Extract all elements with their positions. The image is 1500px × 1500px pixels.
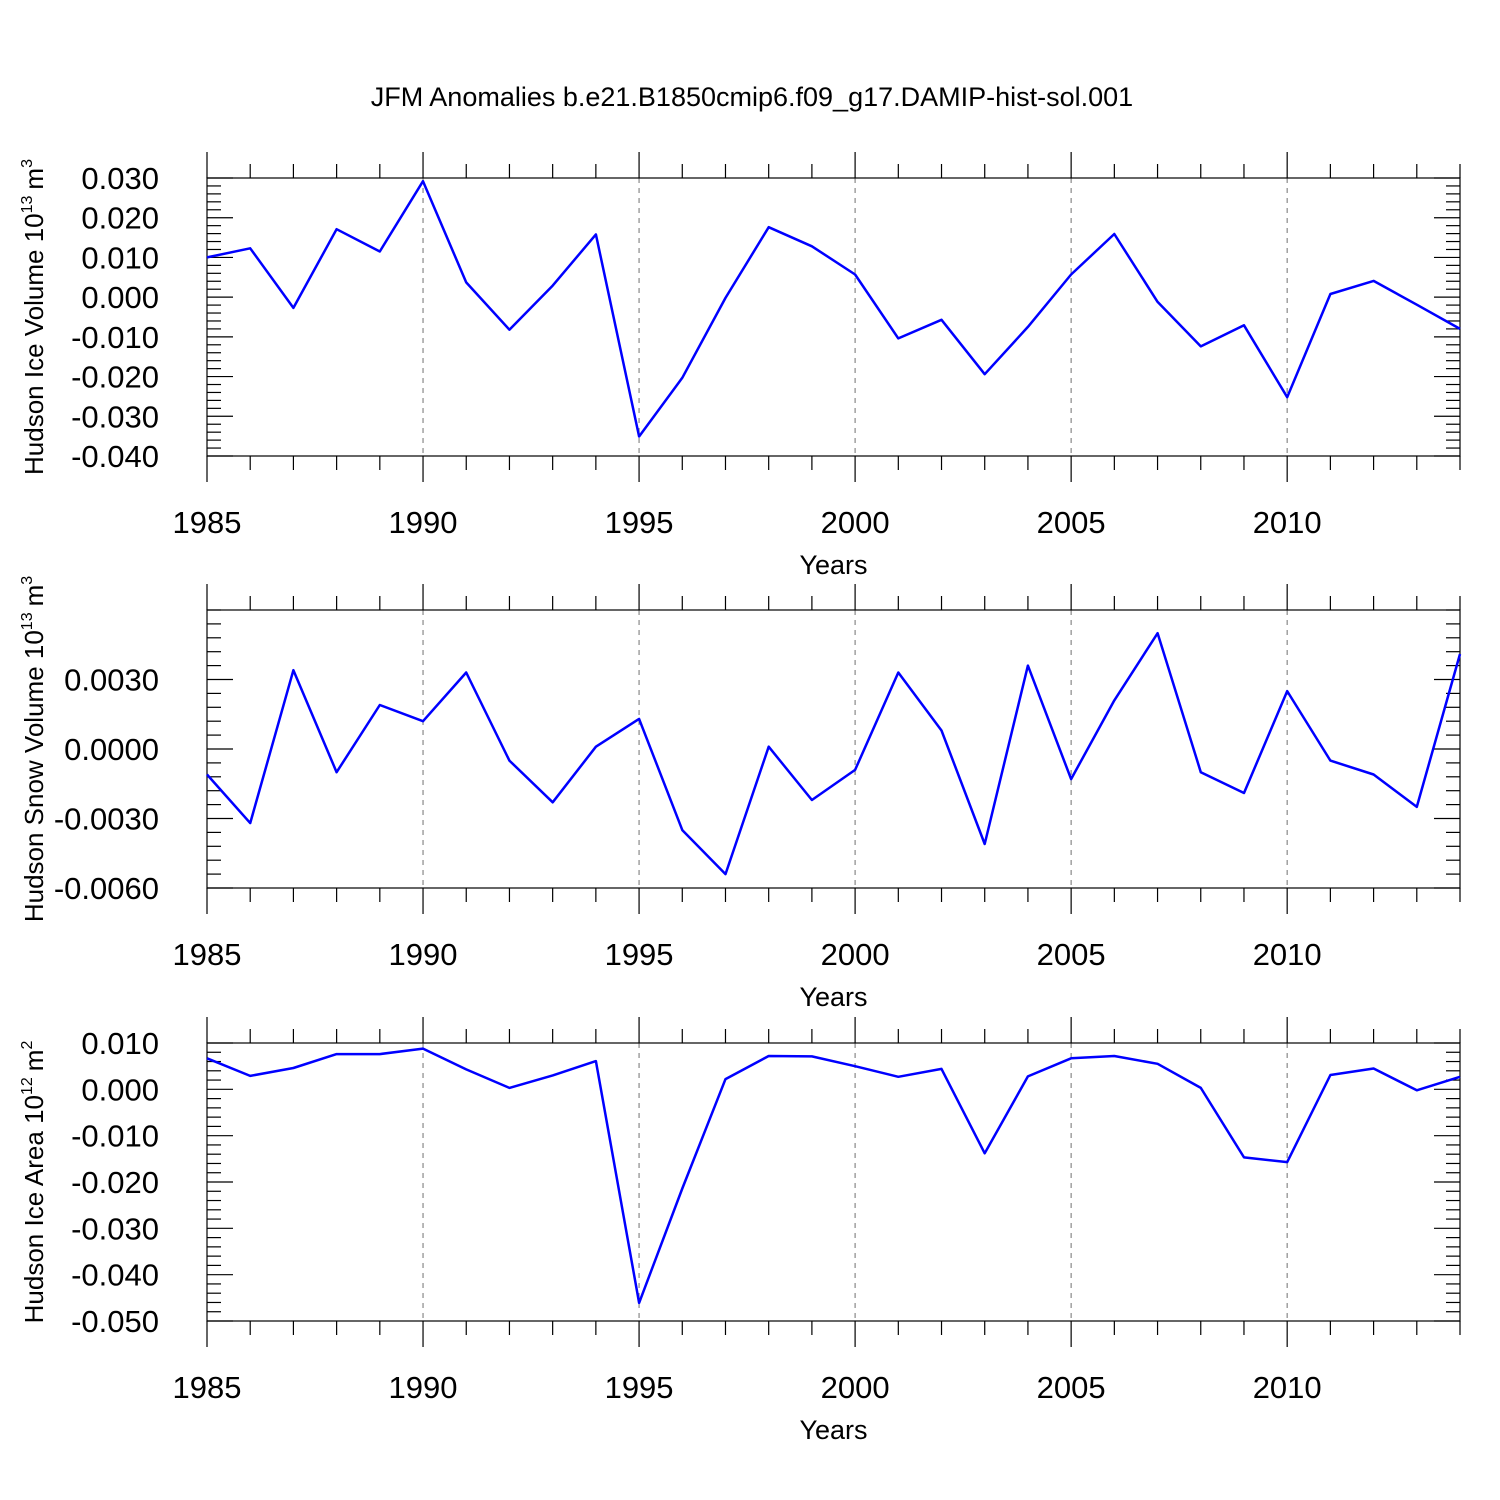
y-tick-label: -0.020 — [71, 1165, 159, 1200]
series-line — [206, 179, 1461, 438]
y-axis-title-text: Hudson Ice Volume 10 — [19, 213, 49, 475]
y-axis-title-text: Hudson Snow Volume 10 — [19, 630, 49, 922]
y-axis-title: Hudson Snow Volume 1013 m3 — [19, 576, 49, 922]
plot-frame — [206, 1042, 1461, 1322]
x-tick-label: 1990 — [389, 937, 458, 972]
y-tick-label: -0.030 — [71, 399, 159, 434]
y-tick-label: -0.0030 — [54, 802, 159, 837]
y-axis-title-unit-exponent: 3 — [19, 576, 36, 585]
plot-frame — [206, 177, 1461, 457]
y-axis-title-exponent: 12 — [19, 1077, 36, 1095]
y-axis-title-unit: m — [19, 1050, 49, 1072]
y-axis-title-unit: m — [19, 168, 49, 190]
x-tick-label: 1985 — [173, 505, 242, 540]
y-tick-label: 0.0000 — [64, 732, 159, 767]
y-axis-title-unit-exponent: 3 — [19, 159, 36, 168]
x-tick-label: 2005 — [1037, 937, 1106, 972]
y-tick-label: -0.040 — [71, 1258, 159, 1293]
y-tick-label: -0.040 — [71, 439, 159, 474]
x-tick-label: 2010 — [1253, 505, 1322, 540]
y-tick-label: 0.020 — [81, 201, 159, 236]
x-tick-label: 1985 — [173, 1370, 242, 1405]
y-axis-title: Hudson Ice Volume 1013 m3 — [19, 159, 49, 475]
panel-ice-area: 1985 1990 1995 2000 2005 2010 Years 0.010 0.000 -… — [19, 1017, 1461, 1445]
y-axis-title-exponent: 13 — [19, 612, 36, 630]
x-tick-label: 2005 — [1037, 505, 1106, 540]
x-tick-label: 2000 — [821, 937, 890, 972]
x-tick-label: 2005 — [1037, 1370, 1106, 1405]
series-line — [206, 1047, 1461, 1305]
y-tick-label: 0.010 — [81, 240, 159, 275]
x-tick-label: 2010 — [1253, 1370, 1322, 1405]
x-tick-label: 1995 — [605, 1370, 674, 1405]
y-tick-label: -0.0060 — [54, 871, 159, 906]
y-tick-label: 0.030 — [81, 161, 159, 196]
plot-frame — [206, 609, 1461, 889]
y-tick-label: 0.010 — [81, 1026, 159, 1061]
y-tick-label: -0.010 — [71, 1119, 159, 1154]
y-tick-label: 0.0030 — [64, 663, 159, 698]
x-tick-label: 2010 — [1253, 937, 1322, 972]
y-tick-label: -0.020 — [71, 360, 159, 395]
x-tick-label: 1985 — [173, 937, 242, 972]
y-tick-label: -0.030 — [71, 1211, 159, 1246]
y-tick-label: 0.000 — [81, 280, 159, 315]
y-axis-title-unit: m — [19, 585, 49, 607]
x-tick-label: 2000 — [821, 1370, 890, 1405]
x-tick-label: 1990 — [389, 505, 458, 540]
y-tick-label: 0.000 — [81, 1072, 159, 1107]
x-axis-title: Years — [799, 982, 867, 1012]
y-tick-label: -0.010 — [71, 320, 159, 355]
panel-ice-volume: 1985 1990 1995 2000 2005 2010 Years 0.030 0.020 0… — [19, 152, 1461, 580]
panel-snow-volume: 1985 1990 1995 2000 2005 2010 Years 0.0030 0.000… — [19, 576, 1462, 1012]
x-tick-label: 2000 — [821, 505, 890, 540]
y-axis-title-unit-exponent: 2 — [19, 1041, 36, 1050]
x-axis-title: Years — [799, 550, 867, 580]
y-axis-title-exponent: 13 — [19, 195, 36, 213]
x-axis-title: Years — [799, 1415, 867, 1445]
x-tick-label: 1995 — [605, 937, 674, 972]
x-tick-label: 1990 — [389, 1370, 458, 1405]
y-axis-title: Hudson Ice Area 1012 m2 — [19, 1041, 49, 1324]
series-line — [206, 631, 1462, 876]
x-tick-label: 1995 — [605, 505, 674, 540]
figure-title: JFM Anomalies b.e21.B1850cmip6.f09_g17.D… — [371, 82, 1133, 112]
y-tick-label: -0.050 — [71, 1304, 159, 1339]
y-axis-title-text: Hudson Ice Area 10 — [19, 1095, 49, 1323]
